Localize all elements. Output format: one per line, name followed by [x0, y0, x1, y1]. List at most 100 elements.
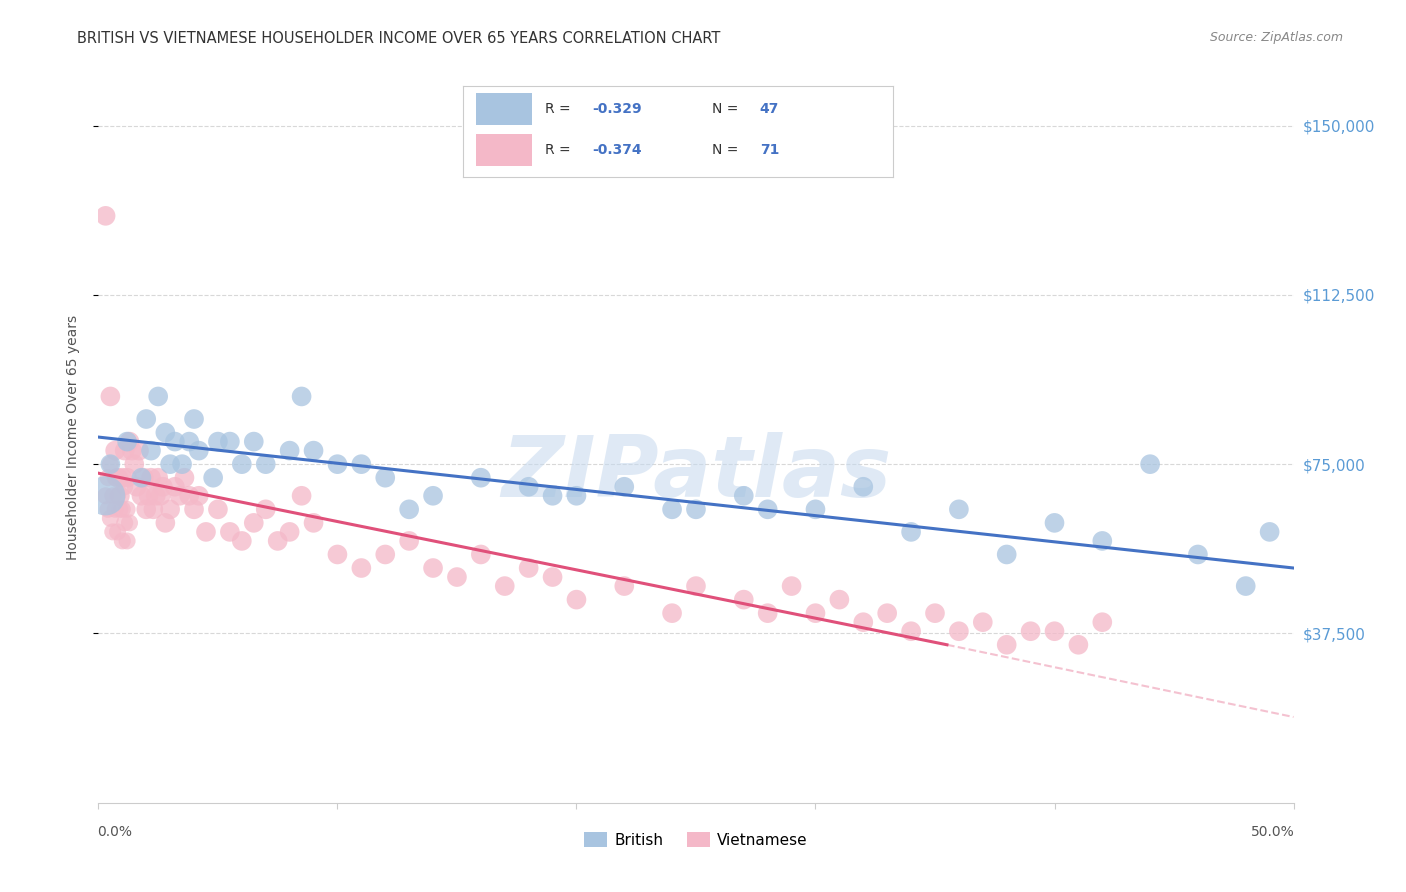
Point [517, 480, 540, 494]
Point [195, 524, 218, 539]
Point [114, 516, 136, 530]
Point [111, 502, 134, 516]
Point [202, 471, 225, 485]
Point [517, 561, 540, 575]
Point [972, 615, 994, 630]
Point [243, 434, 266, 449]
Point [179, 489, 201, 503]
Point [350, 457, 373, 471]
Point [1091, 615, 1114, 630]
Point [291, 489, 314, 503]
Point [326, 548, 349, 562]
Point [1234, 579, 1257, 593]
Point [231, 533, 253, 548]
Point [118, 434, 141, 449]
Point [1187, 548, 1209, 562]
Point [207, 502, 229, 516]
Point [107, 471, 129, 485]
Point [231, 457, 253, 471]
Point [541, 570, 564, 584]
Point [98, 457, 122, 471]
Point [131, 489, 153, 503]
Point [302, 516, 325, 530]
Point [94, 209, 117, 223]
Point [111, 533, 134, 548]
Point [115, 471, 138, 485]
Point [1043, 516, 1066, 530]
Point [107, 489, 129, 503]
Point [948, 624, 970, 639]
Point [104, 502, 127, 516]
Point [148, 389, 170, 403]
Point [152, 480, 174, 494]
Point [756, 606, 779, 620]
Point [145, 489, 167, 503]
Point [1091, 533, 1114, 548]
Point [374, 548, 396, 562]
Point [541, 489, 564, 503]
Point [1258, 524, 1281, 539]
Point [924, 606, 946, 620]
Point [155, 425, 177, 440]
Point [661, 502, 683, 516]
Point [446, 570, 468, 584]
Legend: British, Vietnamese: British, Vietnamese [578, 825, 814, 854]
Point [733, 592, 755, 607]
Point [135, 412, 157, 426]
Point [115, 434, 138, 449]
Point [97, 502, 120, 516]
Point [900, 524, 922, 539]
Point [900, 624, 922, 639]
Point [291, 389, 314, 403]
Point [135, 502, 157, 516]
Point [1067, 638, 1090, 652]
Point [139, 443, 162, 458]
Point [149, 489, 172, 503]
Point [267, 533, 290, 548]
Point [115, 533, 138, 548]
Point [187, 443, 209, 458]
Point [374, 471, 396, 485]
Point [278, 524, 301, 539]
Point [804, 606, 827, 620]
Point [108, 471, 131, 485]
Point [470, 548, 492, 562]
Point [422, 489, 444, 503]
Text: 50.0%: 50.0% [1251, 825, 1295, 838]
Point [128, 443, 150, 458]
Point [243, 516, 266, 530]
Point [613, 579, 636, 593]
Point [111, 471, 134, 485]
Point [995, 638, 1018, 652]
Point [254, 502, 277, 516]
Point [1019, 624, 1042, 639]
Point [108, 489, 131, 503]
Point [108, 502, 131, 516]
Point [852, 480, 875, 494]
Point [302, 443, 325, 458]
Point [828, 592, 851, 607]
Point [179, 434, 201, 449]
Point [948, 502, 970, 516]
Point [685, 502, 707, 516]
Point [172, 457, 194, 471]
Point [187, 489, 209, 503]
Point [183, 502, 205, 516]
Point [565, 489, 588, 503]
Point [114, 443, 136, 458]
Point [131, 471, 153, 485]
Point [104, 471, 127, 485]
Point [97, 471, 120, 485]
Point [422, 561, 444, 575]
Text: BRITISH VS VIETNAMESE HOUSEHOLDER INCOME OVER 65 YEARS CORRELATION CHART: BRITISH VS VIETNAMESE HOUSEHOLDER INCOME… [77, 31, 721, 46]
Point [98, 457, 122, 471]
Y-axis label: Householder Income Over 65 years: Householder Income Over 65 years [66, 315, 80, 559]
Point [613, 480, 636, 494]
Point [94, 489, 117, 503]
Point [115, 502, 138, 516]
Text: Source: ZipAtlas.com: Source: ZipAtlas.com [1209, 31, 1343, 45]
Point [219, 524, 242, 539]
Point [398, 502, 420, 516]
Point [565, 592, 588, 607]
Point [685, 579, 707, 593]
